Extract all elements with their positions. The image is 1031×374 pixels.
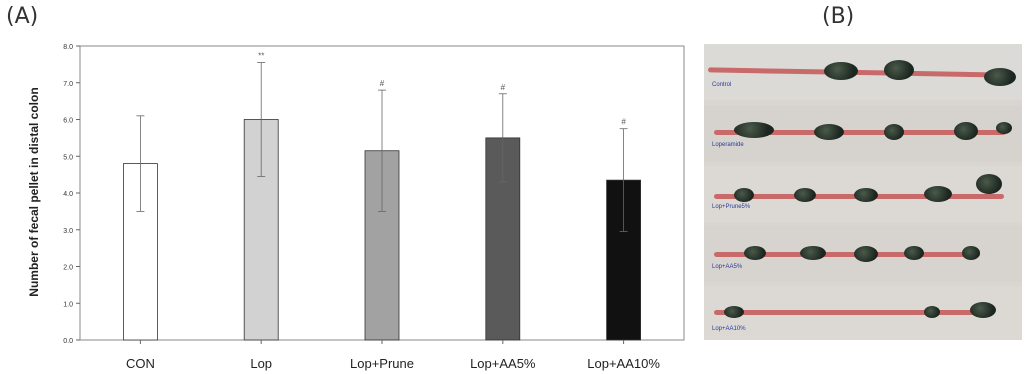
x-tick-label: CON bbox=[126, 356, 155, 371]
x-axis: CON Lop Lop+Prune Lop+AA5% Lop+AA10% bbox=[126, 340, 660, 371]
pellet bbox=[854, 188, 878, 202]
pellet bbox=[924, 306, 940, 318]
pellet bbox=[962, 246, 980, 260]
y-tick-label: 5.0 bbox=[63, 154, 73, 161]
y-tick-label: 2.0 bbox=[63, 265, 73, 272]
pellet bbox=[734, 122, 774, 138]
pellet bbox=[976, 174, 1002, 194]
y-tick-label: 6.0 bbox=[63, 118, 73, 125]
pellet bbox=[800, 246, 826, 260]
y-tick-label: 8.0 bbox=[63, 44, 73, 51]
gut-segment bbox=[714, 130, 1006, 135]
significance-marker: # bbox=[380, 79, 385, 88]
photo-label-control: Control bbox=[712, 82, 732, 88]
significance-marker: # bbox=[501, 83, 506, 92]
pellet bbox=[884, 124, 904, 140]
pellet bbox=[794, 188, 816, 202]
pellet bbox=[984, 68, 1016, 86]
x-tick-label: Lop+AA5% bbox=[470, 356, 536, 371]
pellet bbox=[814, 124, 844, 140]
photo-label-lop-aa10: Lop+AA10% bbox=[712, 326, 746, 332]
y-tick-label: 3.0 bbox=[63, 228, 73, 235]
significance-marker: # bbox=[621, 118, 626, 127]
x-tick-label: Lop+AA10% bbox=[587, 356, 660, 371]
significance-marker: ** bbox=[258, 52, 264, 61]
pellet bbox=[824, 62, 858, 80]
x-tick-label: Lop+Prune bbox=[350, 356, 414, 371]
photo-strip-lop-aa5: Lop+AA5% bbox=[704, 226, 1022, 282]
x-tick-label: Lop bbox=[250, 356, 272, 371]
pellet bbox=[744, 246, 766, 260]
photo-label-lop-prune: Lop+Prune5% bbox=[712, 204, 751, 210]
error-bars bbox=[136, 62, 628, 232]
pellet bbox=[996, 122, 1012, 134]
photo-label-lop-aa5: Lop+AA5% bbox=[712, 264, 743, 270]
gut-segment bbox=[714, 310, 994, 315]
panel-b-label: (B) bbox=[822, 4, 855, 29]
panel-a-label: (A) bbox=[6, 4, 39, 29]
pellet bbox=[904, 246, 924, 260]
pellet bbox=[924, 186, 952, 202]
y-tick-label: 7.0 bbox=[63, 81, 73, 88]
photo-strip-lop-aa10: Lop+AA10% bbox=[704, 286, 1022, 340]
colon-photo: Control Loperamide Lop+Prune5% Lop+AA5% … bbox=[704, 44, 1022, 340]
y-tick-label: 4.0 bbox=[63, 191, 73, 198]
y-tick-label: 0.0 bbox=[63, 338, 73, 345]
bar-chart: 0.0 1.0 2.0 3.0 4.0 5.0 6.0 7.0 8.0 ** # # # CON Lop… bbox=[27, 44, 685, 371]
y-axis: 0.0 1.0 2.0 3.0 4.0 5.0 6.0 7.0 8.0 bbox=[63, 44, 80, 345]
significance-markers: ** # # # bbox=[258, 52, 626, 127]
pellet bbox=[734, 188, 754, 202]
y-tick-label: 1.0 bbox=[63, 301, 73, 308]
gut-segment bbox=[714, 252, 980, 257]
gut-segment bbox=[707, 67, 1009, 78]
photo-strip-lop-prune: Lop+Prune5% bbox=[704, 166, 1022, 222]
photo-strip-loperamide: Loperamide bbox=[704, 106, 1022, 162]
photo-strip-control: Control bbox=[704, 44, 1022, 100]
y-axis-label: Number of fecal pellet in distal colon bbox=[27, 87, 41, 296]
pellet bbox=[884, 60, 914, 80]
pellet bbox=[954, 122, 978, 140]
pellet bbox=[970, 302, 996, 318]
pellet bbox=[724, 306, 744, 318]
photo-label-loperamide: Loperamide bbox=[712, 142, 744, 148]
pellet bbox=[854, 246, 878, 262]
